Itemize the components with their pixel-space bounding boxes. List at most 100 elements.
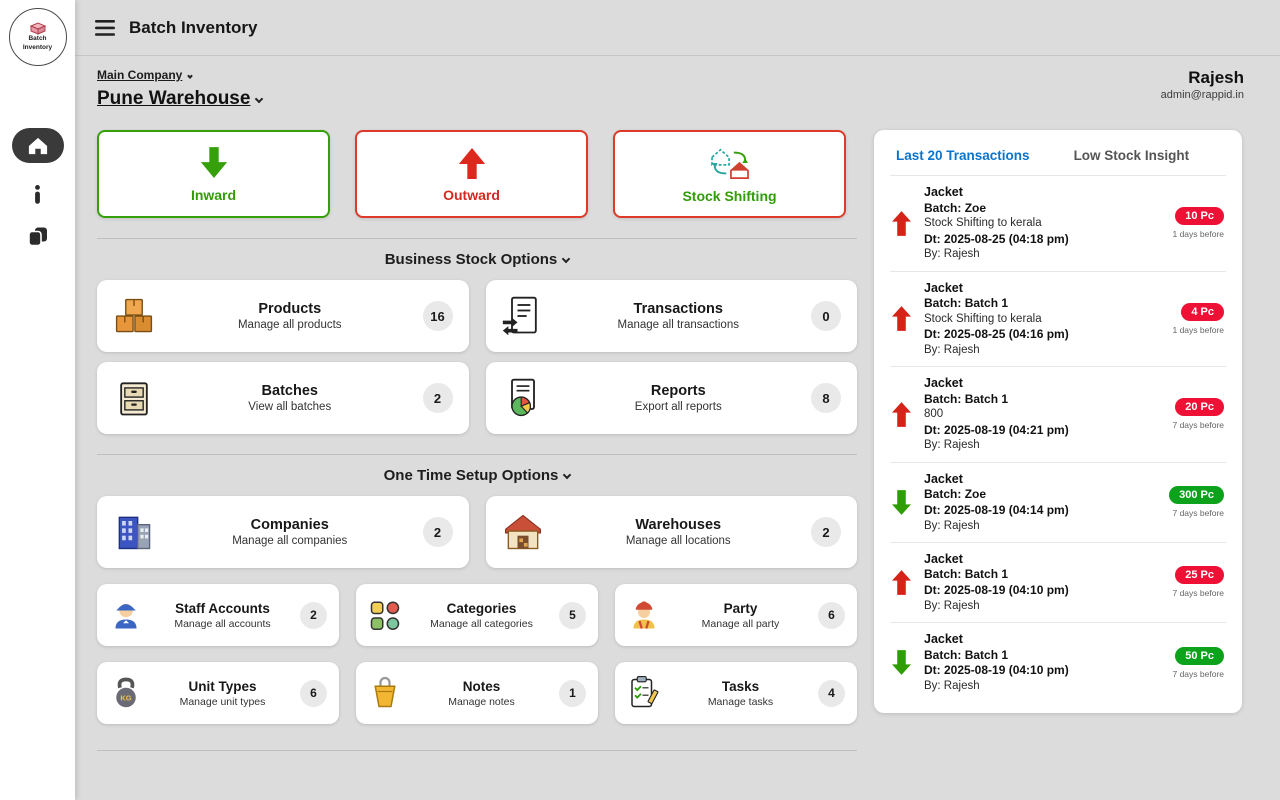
stock-shifting-button[interactable]: Stock Shifting [613, 130, 846, 218]
hamburger-icon [95, 19, 115, 36]
card-count-badge: 2 [422, 517, 453, 547]
qty-badge: 50 Pc [1175, 646, 1224, 665]
qty-badge: 4 Pc [1181, 302, 1224, 321]
quick-actions: Inward Outward [97, 130, 857, 218]
user-menu[interactable]: Rajesh admin@rappid.in [1161, 68, 1244, 101]
card-title: Warehouses [635, 517, 722, 533]
card-companies[interactable]: Companies Manage all companies 2 [97, 496, 469, 568]
company-selector[interactable]: Main Company [97, 68, 262, 82]
item-batch: Batch: Zoe [924, 487, 1169, 503]
tab-last-transactions[interactable]: Last 20 Transactions [896, 148, 1030, 163]
card-reports[interactable]: Reports Export all reports 8 [485, 362, 857, 434]
sidebar-item-pages[interactable] [27, 226, 49, 248]
transaction-details: Jacket Batch: Zoe Stock Shifting to kera… [924, 184, 1172, 263]
batch-value: Batch 1 [964, 296, 1009, 310]
card-notes[interactable]: Notes Manage notes 1 [356, 662, 598, 724]
setup-small-cards-grid: Staff Accounts Manage all accounts 2 [97, 584, 857, 724]
time-ago: 1 days before [1172, 229, 1224, 240]
content: Inward Outward [75, 110, 1280, 800]
document-arrows-icon [500, 293, 546, 339]
qty-badge: 25 Pc [1175, 566, 1224, 585]
copy-pages-icon [27, 227, 47, 247]
section-one-time-setup-options[interactable]: One Time Setup Options [97, 454, 857, 496]
transaction-row[interactable]: Jacket Batch: Batch 1 800 Dt: 2025-08-19… [890, 366, 1226, 462]
outward-button[interactable]: Outward [355, 130, 588, 218]
card-count-badge: 6 [818, 601, 845, 629]
transaction-row[interactable]: Jacket Batch: Zoe Dt: 2025-08-19 (04:14 … [890, 461, 1226, 542]
card-text: Notes Manage notes [404, 679, 559, 708]
item-date: Dt: 2025-08-19 (04:21 pm) [924, 422, 1069, 437]
card-staff-accounts[interactable]: Staff Accounts Manage all accounts 2 [97, 584, 339, 646]
qty-badge: 10 Pc [1175, 207, 1224, 226]
breadcrumb: Main Company Pune Warehouse [97, 68, 264, 110]
time-ago: 7 days before [1172, 420, 1224, 431]
card-transactions[interactable]: Transactions Manage all transactions 0 [485, 280, 857, 352]
item-name: Jacket [924, 185, 963, 199]
card-warehouses[interactable]: Warehouses Manage all locations 2 [485, 496, 857, 568]
transaction-details: Jacket Batch: Batch 1 Stock Shifting to … [924, 280, 1172, 359]
batch-label: Batch: [924, 200, 962, 215]
transaction-row[interactable]: Jacket Batch: Batch 1 Stock Shifting to … [890, 270, 1226, 367]
card-title: Companies [250, 517, 329, 533]
card-subtitle: Manage all companies [232, 535, 348, 547]
transaction-row[interactable]: Jacket Batch: Batch 1 Dt: 2025-08-19 (04… [890, 622, 1226, 702]
transaction-details: Jacket Batch: Batch 1 Dt: 2025-08-19 (04… [924, 631, 1172, 694]
card-tasks[interactable]: Tasks Manage tasks 4 [615, 662, 857, 724]
panel-tabs: Last 20 Transactions Low Stock Insight [890, 142, 1226, 175]
card-count-badge: 8 [811, 383, 841, 413]
card-text: Products Manage all products [157, 301, 423, 331]
section-title: One Time Setup Options [383, 467, 559, 484]
main-area: Batch Inventory Main Company Pune Wareho… [75, 0, 1280, 800]
card-count-badge: 0 [811, 301, 841, 331]
inward-button[interactable]: Inward [97, 130, 330, 218]
sidebar-item-info[interactable] [33, 185, 42, 204]
card-title: Unit Types [188, 678, 257, 694]
card-subtitle: Export all reports [634, 401, 722, 413]
item-by: By: Rajesh [924, 343, 980, 356]
card-count-badge: 4 [818, 679, 845, 707]
item-by: By: Rajesh [924, 439, 980, 452]
item-by: By: Rajesh [924, 599, 980, 612]
transaction-details: Jacket Batch: Batch 1 Dt: 2025-08-19 (04… [924, 551, 1172, 614]
card-unit-types[interactable]: KG Unit Types Manage unit types 6 [97, 662, 339, 724]
card-title: Notes [462, 678, 501, 694]
warehouse-selector[interactable]: Pune Warehouse [97, 88, 264, 110]
section-business-stock-options[interactable]: Business Stock Options [97, 238, 857, 280]
card-text: Reports Export all reports [546, 383, 812, 413]
card-text: Warehouses Manage all locations [546, 517, 812, 547]
topbar: Batch Inventory [75, 0, 1280, 56]
clip-icon [366, 674, 404, 712]
svg-text:KG: KG [120, 694, 131, 703]
card-count-badge: 16 [422, 301, 453, 331]
transaction-row[interactable]: Jacket Batch: Zoe Stock Shifting to kera… [890, 175, 1226, 271]
item-name: Jacket [924, 376, 963, 390]
item-batch: Batch: Batch 1 [924, 567, 1172, 583]
card-products[interactable]: Products Manage all products 16 [97, 280, 469, 352]
transaction-row[interactable]: Jacket Batch: Batch 1 Dt: 2025-08-19 (04… [890, 541, 1226, 622]
card-count-badge: 6 [300, 679, 327, 707]
card-title: Transactions [633, 301, 723, 317]
card-batches[interactable]: Batches View all batches 2 [97, 362, 469, 434]
item-note: Stock Shifting to kerala [924, 217, 1042, 230]
card-text: Categories Manage all categories [404, 601, 559, 630]
buildings-icon [111, 509, 157, 555]
subheader: Main Company Pune Warehouse Rajesh admin… [75, 56, 1280, 110]
card-categories[interactable]: Categories Manage all categories 5 [356, 584, 598, 646]
sidebar-item-home[interactable] [11, 128, 64, 163]
card-count-badge: 5 [559, 601, 586, 629]
transaction-qty: 25 Pc 7 days before [1172, 566, 1224, 598]
card-subtitle: Manage all transactions [617, 319, 739, 331]
app-logo[interactable]: Batch Inventory [8, 8, 67, 66]
card-party[interactable]: Party Manage all party 6 [615, 584, 857, 646]
card-title: Products [258, 301, 322, 317]
warehouse-name: Pune Warehouse [97, 88, 251, 109]
card-subtitle: Manage unit types [179, 695, 266, 708]
item-date: Dt: 2025-08-19 (04:10 pm) [924, 583, 1069, 598]
item-date: Dt: 2025-08-19 (04:10 pm) [924, 663, 1069, 678]
section-title: Business Stock Options [384, 251, 558, 268]
boxes-icon [111, 293, 157, 339]
card-subtitle: Manage all accounts [174, 617, 271, 630]
menu-button[interactable] [95, 19, 115, 36]
batch-value: Batch 1 [964, 647, 1009, 662]
tab-low-stock-insight[interactable]: Low Stock Insight [1073, 148, 1190, 163]
